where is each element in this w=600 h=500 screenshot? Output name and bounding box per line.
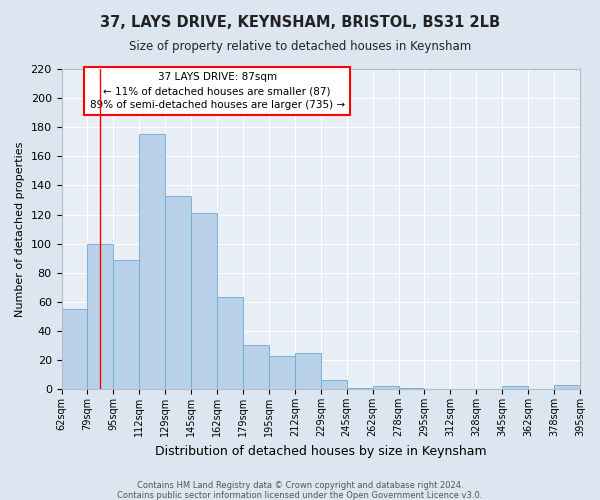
Text: 37, LAYS DRIVE, KEYNSHAM, BRISTOL, BS31 2LB: 37, LAYS DRIVE, KEYNSHAM, BRISTOL, BS31 …: [100, 15, 500, 30]
Bar: [88, 244, 113, 389]
Bar: [191, 213, 217, 389]
Y-axis label: Number of detached properties: Number of detached properties: [15, 142, 25, 317]
Bar: [217, 298, 243, 389]
Bar: [373, 386, 398, 389]
Bar: [139, 134, 165, 389]
Bar: [269, 356, 295, 389]
Text: Contains public sector information licensed under the Open Government Licence v3: Contains public sector information licen…: [118, 490, 482, 500]
Bar: [165, 196, 191, 389]
Bar: [113, 260, 139, 389]
Text: 37 LAYS DRIVE: 87sqm
← 11% of detached houses are smaller (87)
89% of semi-detac: 37 LAYS DRIVE: 87sqm ← 11% of detached h…: [89, 72, 344, 110]
Bar: [243, 346, 269, 389]
Bar: [295, 353, 321, 389]
Text: Contains HM Land Registry data © Crown copyright and database right 2024.: Contains HM Land Registry data © Crown c…: [137, 480, 463, 490]
Bar: [554, 385, 580, 389]
Bar: [398, 388, 424, 389]
Bar: [502, 386, 528, 389]
Bar: [347, 388, 373, 389]
Bar: [62, 309, 88, 389]
Text: Size of property relative to detached houses in Keynsham: Size of property relative to detached ho…: [129, 40, 471, 53]
Bar: [321, 380, 347, 389]
X-axis label: Distribution of detached houses by size in Keynsham: Distribution of detached houses by size …: [155, 444, 487, 458]
